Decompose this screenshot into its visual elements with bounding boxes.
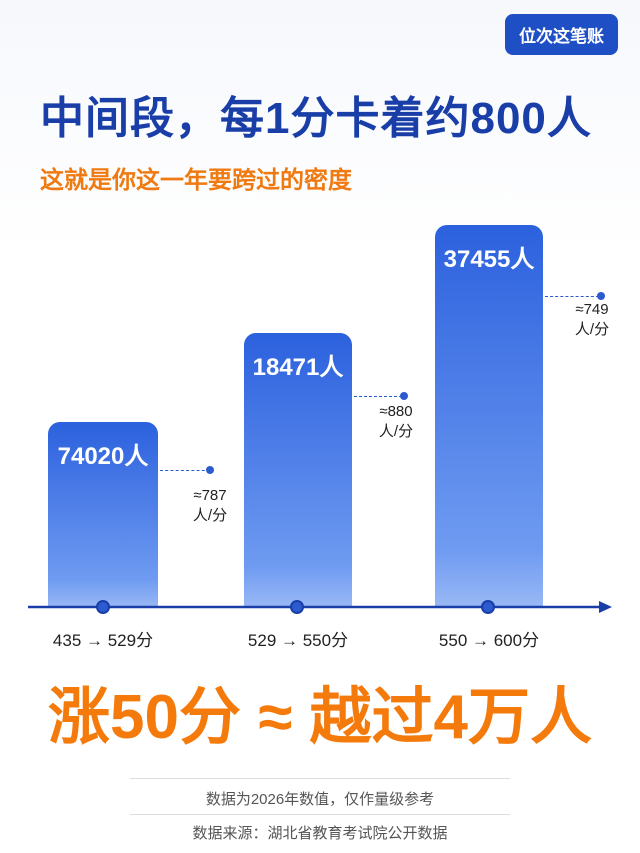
source: 数据来源：湖北省教育考试院公开数据 xyxy=(192,825,448,842)
density-value: ≈749 xyxy=(575,301,609,318)
bar: 18471人 xyxy=(244,333,352,608)
density-unit: 人/分 xyxy=(574,321,610,338)
bar: 74020人 xyxy=(48,422,158,608)
bar-label: 74020人 xyxy=(57,443,149,470)
density-unit: 人/分 xyxy=(378,423,414,440)
density: ≈880 人/分 xyxy=(366,402,426,442)
connector xyxy=(160,470,210,471)
range-label: 435 → 529分 xyxy=(52,631,154,650)
axis-dot xyxy=(96,600,110,614)
subtitle: 这就是你这一年要跨过的密度 xyxy=(40,167,352,194)
title: 中间段，每1分卡着约800人 xyxy=(40,94,592,143)
bar-label: 37455人 xyxy=(443,246,535,273)
density-value: ≈787 xyxy=(193,487,227,504)
headline: 涨50分 ≈ 越过4万人 xyxy=(48,683,592,752)
separator xyxy=(130,778,510,779)
connector-dot xyxy=(400,392,408,400)
badge: 位次这笔账 xyxy=(505,14,618,55)
connector xyxy=(545,296,599,297)
axis-dot xyxy=(481,600,495,614)
density: ≈749 人/分 xyxy=(562,300,622,340)
axis-dot xyxy=(290,600,304,614)
separator xyxy=(130,814,510,815)
density: ≈787 人/分 xyxy=(180,486,240,526)
range-label: 529 → 550分 xyxy=(247,631,349,650)
density-value: ≈880 xyxy=(379,403,413,420)
connector xyxy=(354,396,402,397)
connector-dot xyxy=(597,292,605,300)
bar-label: 18471人 xyxy=(252,354,344,381)
connector-dot xyxy=(206,466,214,474)
density-unit: 人/分 xyxy=(192,507,228,524)
range-label: 550 → 600分 xyxy=(438,631,540,650)
bar: 37455人 xyxy=(435,225,543,608)
note: 数据为2026年数值，仅作量级参考 xyxy=(205,791,435,808)
